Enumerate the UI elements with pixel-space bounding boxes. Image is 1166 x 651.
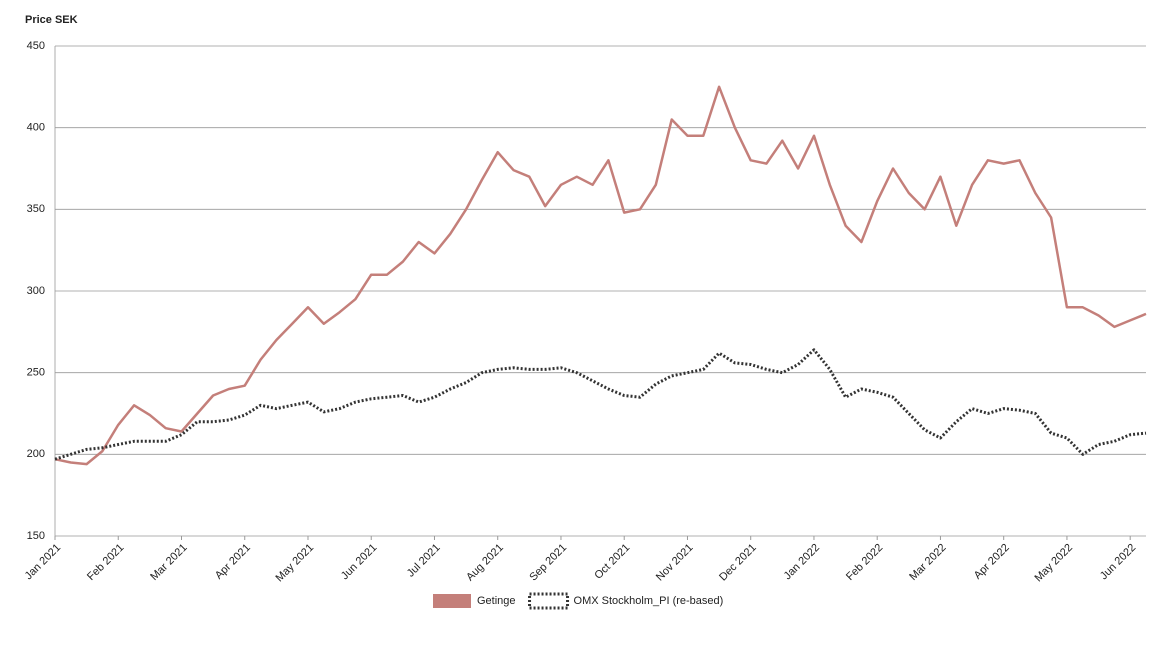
x-tick-label: Jun 2021 — [339, 542, 379, 582]
x-tick-label: Aug 2021 — [464, 542, 506, 584]
x-tick-label: May 2022 — [1032, 542, 1075, 585]
legend-label: OMX Stockholm_PI (re-based) — [574, 595, 724, 607]
y-tick-label: 450 — [27, 40, 45, 52]
x-tick-label: Jan 2022 — [782, 542, 822, 582]
legend-label: Getinge — [477, 595, 516, 607]
y-tick-label: 150 — [27, 530, 45, 542]
series-line — [54, 85, 1147, 466]
x-tick-label: Feb 2021 — [85, 542, 126, 583]
x-tick-label: Jun 2022 — [1098, 542, 1138, 582]
x-tick-label: May 2021 — [274, 542, 317, 585]
x-tick-label: Feb 2022 — [844, 542, 885, 583]
chart-title: Price SEK — [25, 14, 78, 26]
y-tick-label: 400 — [27, 122, 45, 134]
x-tick-label: Apr 2022 — [972, 542, 1012, 582]
legend-swatch — [528, 592, 570, 610]
x-tick-label: Mar 2021 — [148, 542, 189, 583]
x-tick-label: Oct 2021 — [592, 542, 632, 582]
y-tick-label: 250 — [27, 367, 45, 379]
legend-swatch — [433, 594, 471, 608]
series-line — [54, 348, 1147, 461]
x-tick-label: Sep 2021 — [527, 542, 569, 584]
x-tick-label: Jul 2021 — [405, 542, 443, 580]
x-tick-label: Nov 2021 — [654, 542, 696, 584]
y-tick-label: 300 — [27, 285, 45, 297]
y-tick-label: 200 — [27, 448, 45, 460]
y-tick-label: 350 — [27, 203, 45, 215]
x-tick-label: Mar 2022 — [907, 542, 948, 583]
x-tick-label: Jan 2021 — [23, 542, 63, 582]
x-tick-label: Apr 2021 — [213, 542, 253, 582]
x-tick-label: Dec 2021 — [717, 542, 759, 584]
